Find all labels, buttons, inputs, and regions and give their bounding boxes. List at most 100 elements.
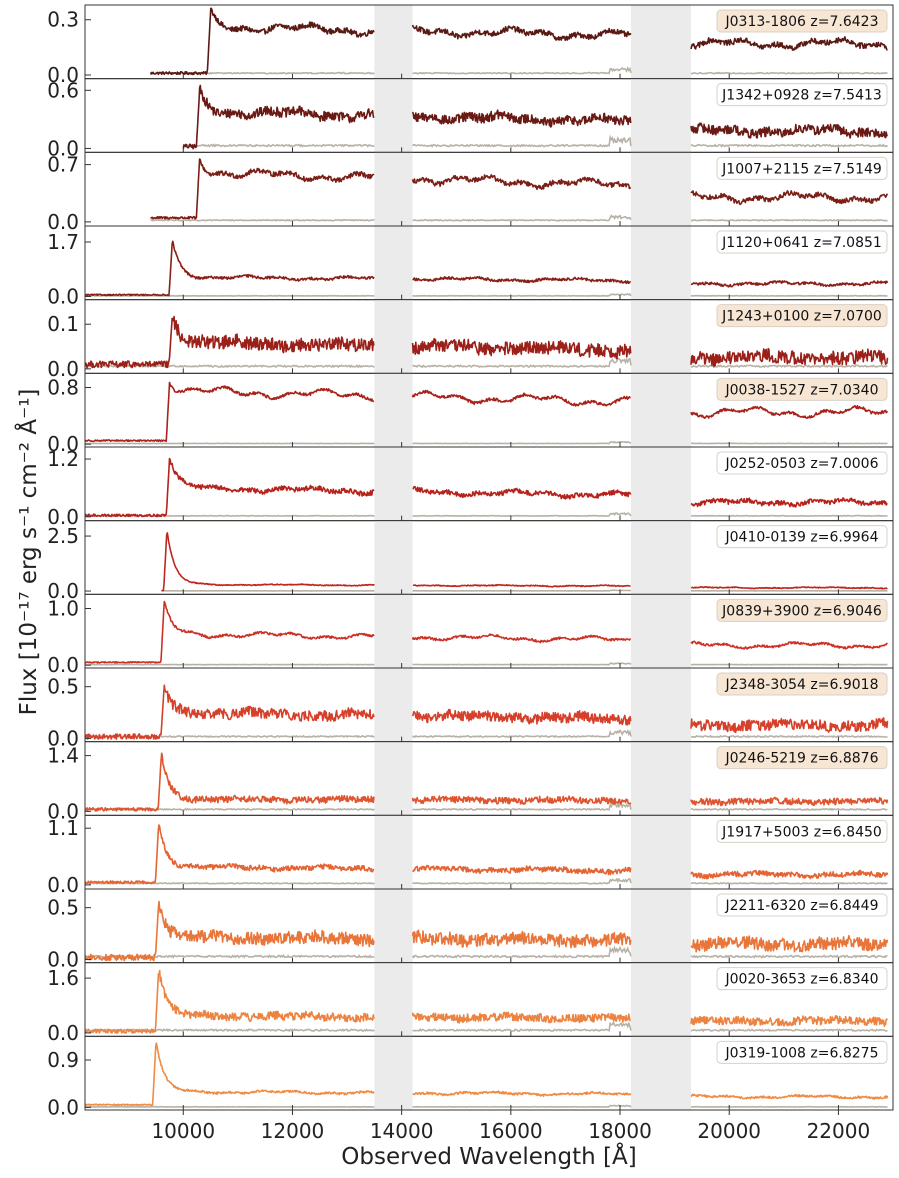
spectrum-panel: 0.0 2.5 J0410-0139 z=6.9964 [47,520,894,603]
spectrum-panel: 0.0 0.5 J2211-6320 z=6.8449 [47,888,894,972]
object-label: J1917+5003 z=6.8450 [716,819,888,843]
flux-spectrum-line [85,969,889,1034]
gap-shade [374,594,413,668]
y-tick-label: 1.7 [47,230,79,254]
gap-shade [374,5,413,79]
x-tick-label: 14000 [370,1119,434,1143]
y-tick-label: 0.7 [47,153,79,177]
gap-shade [374,152,413,226]
y-tick-label: 0.0 [47,505,79,529]
object-label-text: J2348-3054 z=6.9018 [725,677,879,693]
gap-shade [630,1036,691,1110]
gap-shade [630,78,691,153]
object-label-box [716,304,888,328]
y-tick-label: 0.0 [47,727,79,751]
gap-shade [630,226,691,300]
object-label-box [716,156,888,180]
gap-shade [374,520,413,595]
flux-spectrum-line [85,752,889,812]
error-spectrum-line [161,589,888,592]
flux-spectrum-line [182,84,889,150]
flux-spectrum-line [85,1042,889,1107]
object-label: J0246-5219 z=6.8876 [716,746,888,770]
gap-shade [374,889,413,963]
spectrum-panel: 0.0 0.3 J0313-1806 z=7.6423 [47,4,894,87]
gap-shade [374,299,413,374]
y-tick-label: 0.0 [47,1021,79,1045]
object-label-box [716,1040,888,1064]
spectrum-panel: 0.0 1.4 J0246-5219 z=6.8876 [47,741,894,823]
object-label-text: J0020-3653 z=6.8340 [725,972,879,988]
error-spectrum-line [85,293,888,297]
object-label: J0313-1806 z=7.6423 [716,9,888,33]
gap-shade [630,594,691,668]
error-spectrum-line [85,1104,888,1108]
y-tick-label: 0.5 [47,675,79,699]
object-label: J1120+0641 z=7.0851 [716,230,888,254]
gap-shade [630,815,691,889]
y-tick-label: 1.0 [47,597,79,621]
y-tick-label: 0.3 [47,8,79,32]
flux-spectrum-line [85,315,889,369]
spectrum-panel: 0.0 1.1 J1917+5003 z=6.8450 [47,814,894,897]
object-label: J1342+0928 z=7.5413 [716,83,888,107]
y-tick-label: 0.0 [47,579,79,603]
object-label-text: J2211-6320 z=6.8449 [725,898,879,914]
object-label-box [716,819,888,843]
object-label-box [716,377,888,401]
flux-spectrum-line [150,158,889,220]
x-axis: 10000 12000 14000 16000 18000 20000 22000 [151,1110,870,1143]
panel-frame [84,1035,894,1111]
gap-shade [374,815,413,889]
object-label: J2211-6320 z=6.8449 [716,893,888,917]
spectrum-panel: 0.0 0.8 J0038-1527 z=7.0340 [47,372,894,456]
gap-shade [630,152,691,226]
gap-shade [630,373,691,447]
error-spectrum-line [150,214,888,222]
x-tick-label: 12000 [261,1119,325,1143]
gap-shade [374,668,413,742]
gap-shade [374,447,413,521]
y-tick-label: 0.0 [47,948,79,972]
flux-spectrum-line [85,824,889,885]
object-label: J1007+2115 z=7.5149 [716,156,888,180]
error-spectrum-line [85,662,888,666]
flux-spectrum-line [85,684,889,740]
error-spectrum-line [85,728,888,739]
y-tick-label: 1.2 [47,447,79,471]
gap-shade [374,1036,413,1110]
flux-spectrum-line [149,7,888,76]
object-label: J2348-3054 z=6.9018 [716,672,888,696]
gap-shade [630,447,691,521]
gap-shade [630,299,691,374]
gap-shade [374,78,413,153]
spectrum-panel: 0.0 1.0 J0839+3900 z=6.9046 [47,593,894,677]
object-label-text: J1007+2115 z=7.5149 [721,161,882,177]
spectrum-panel: 0.0 0.1 J1243+0100 z=7.0700 [47,299,894,381]
object-label-text: J1243+0100 z=7.0700 [721,309,882,325]
spectrum-panel: 0.0 0.9 J0319-1008 z=6.8275 [47,1035,894,1119]
object-label-box [716,9,888,33]
flux-spectrum-line [85,381,889,443]
gap-shade [630,520,691,595]
y-tick-label: 0.0 [47,63,79,87]
object-label: J0839+3900 z=6.9046 [716,598,888,622]
x-axis-title: Observed Wavelength [Å] [341,1142,636,1170]
y-tick-label: 2.5 [47,524,79,548]
object-label-box [716,451,888,475]
y-tick-label: 0.0 [47,432,79,456]
y-tick-label: 0.1 [47,312,79,336]
spectrum-panel: 0.0 1.7 J1120+0641 z=7.0851 [47,225,894,308]
spectrum-panel: 0.0 1.2 J0252-0503 z=7.0006 [47,446,894,529]
y-tick-label: 0.0 [47,653,79,677]
y-tick-label: 1.4 [47,744,79,768]
object-label: J0252-0503 z=7.0006 [716,451,888,475]
object-label-text: J0313-1806 z=7.6423 [725,14,879,30]
flux-spectrum-line [85,240,889,297]
object-label-text: J0410-0139 z=6.9964 [725,530,879,546]
y-tick-label: 0.0 [47,873,79,897]
spectrum-panel: 0.0 0.5 J2348-3054 z=6.9018 [47,667,894,751]
y-tick-label: 0.5 [47,896,79,920]
